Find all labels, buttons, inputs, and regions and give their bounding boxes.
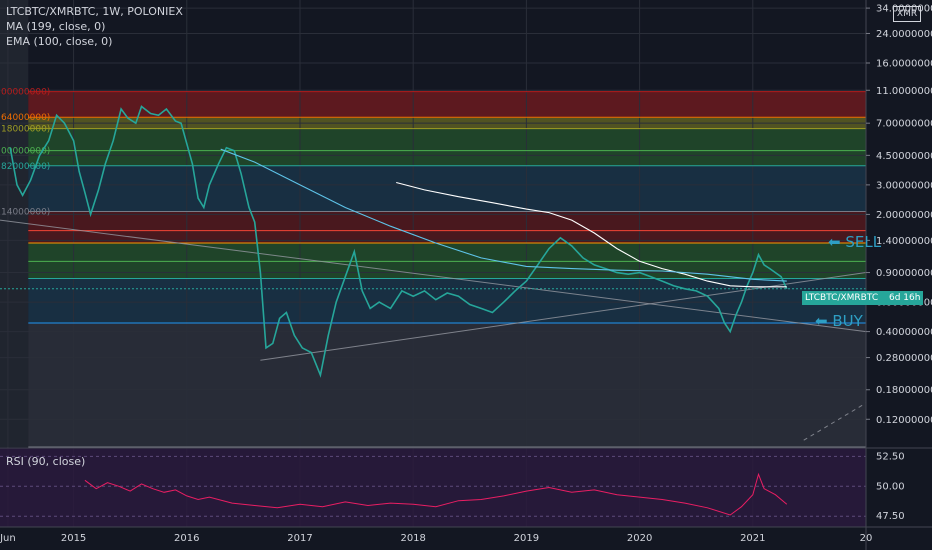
x-tick-label: 2019: [514, 533, 539, 544]
x-tick-label: 2017: [287, 533, 312, 544]
x-tick-label: 2021: [740, 533, 765, 544]
price-label-symbol: LTCBTC/XMRBTC: [805, 293, 879, 303]
y-tick-label: 7.00000000: [876, 119, 932, 130]
rsi-background: [0, 448, 866, 527]
x-tick-label: Jun: [0, 533, 16, 544]
currency-badge: XMR: [893, 6, 921, 22]
rsi-legend[interactable]: RSI (90, close): [6, 455, 86, 468]
chart-legend: LTCBTC/XMRBTC, 1W, POLONIEX MA (199, clo…: [6, 4, 183, 49]
fib-zone: [28, 211, 866, 244]
fib-level-label: 00000000): [1, 147, 50, 157]
series-line-1: [396, 181, 787, 288]
fib-level-label: 64000000): [1, 113, 50, 123]
y-tick-label: 0.28000000: [876, 353, 932, 364]
y-tick-label: 0.18000000: [876, 385, 932, 396]
x-tick-label: 20: [860, 533, 873, 544]
series-line-2: [220, 148, 787, 282]
series-line-0: [9, 105, 788, 378]
y-tick-label: 1.40000000: [876, 236, 932, 247]
rsi-tick-label: 50.00: [876, 481, 905, 492]
x-tick-label: 2015: [61, 533, 86, 544]
left-arrow-icon: ⬅: [815, 312, 828, 330]
fib-level-label: 14000000): [1, 208, 50, 218]
rsi-tick-label: 52.50: [876, 451, 905, 462]
sell-label: SELL: [845, 233, 882, 251]
y-tick-label: 0.40000000: [876, 327, 932, 338]
y-tick-label: 4.50000000: [876, 151, 932, 162]
fib-zone: [28, 91, 866, 118]
left-arrow-icon: ⬅: [828, 233, 841, 251]
fib-zone: [28, 128, 866, 166]
buy-label: BUY: [832, 312, 863, 330]
x-tick-label: 2018: [400, 533, 425, 544]
y-tick-label: 3.00000000: [876, 180, 932, 191]
rsi-pane: 52.50 50.00 47.50: [0, 447, 932, 527]
ema-legend[interactable]: EMA (100, close, 0): [6, 35, 113, 48]
x-tick-label: 2016: [174, 533, 199, 544]
y-tick-label: 11.00000000: [876, 86, 932, 97]
price-label-countdown: 6d 16h: [888, 293, 921, 303]
x-tick-label: 2020: [627, 533, 652, 544]
rsi-tick-label: 47.50: [876, 511, 905, 522]
trendline: [0, 219, 867, 333]
fib-level-label: 18000000): [1, 125, 50, 135]
price-label: LTCBTC/XMRBTC 6d 16h: [802, 291, 924, 305]
buy-annotation: ⬅ BUY: [815, 312, 863, 330]
ma-legend[interactable]: MA (199, close, 0): [6, 20, 106, 33]
fib-zone: [28, 165, 866, 212]
fib-level-label: 00000000): [1, 88, 50, 98]
fib-level-label: 82000000): [1, 162, 50, 172]
fib-levels: 00000000) 64000000) 18000000) 00000000) 8200…: [1, 88, 866, 448]
y-tick-label: 16.00000000: [876, 58, 932, 69]
fib-zone: [28, 278, 866, 324]
y-tick-label: 0.12000000: [876, 415, 932, 426]
y-tick-label: 24.00000000: [876, 29, 932, 40]
sell-annotation: ⬅ SELL: [828, 233, 881, 251]
chart-title[interactable]: LTCBTC/XMRBTC, 1W, POLONIEX: [6, 5, 183, 18]
y-tick-label: 2.00000000: [876, 210, 932, 221]
fib-zones: [0, 0, 866, 447]
fib-zone: [28, 323, 866, 447]
y-tick-label: 34.00000000: [876, 4, 932, 15]
series-lines: [0, 105, 866, 378]
rsi-line: [84, 472, 788, 516]
y-tick-label: 0.90000000: [876, 268, 932, 279]
fib-zone: [28, 243, 866, 279]
